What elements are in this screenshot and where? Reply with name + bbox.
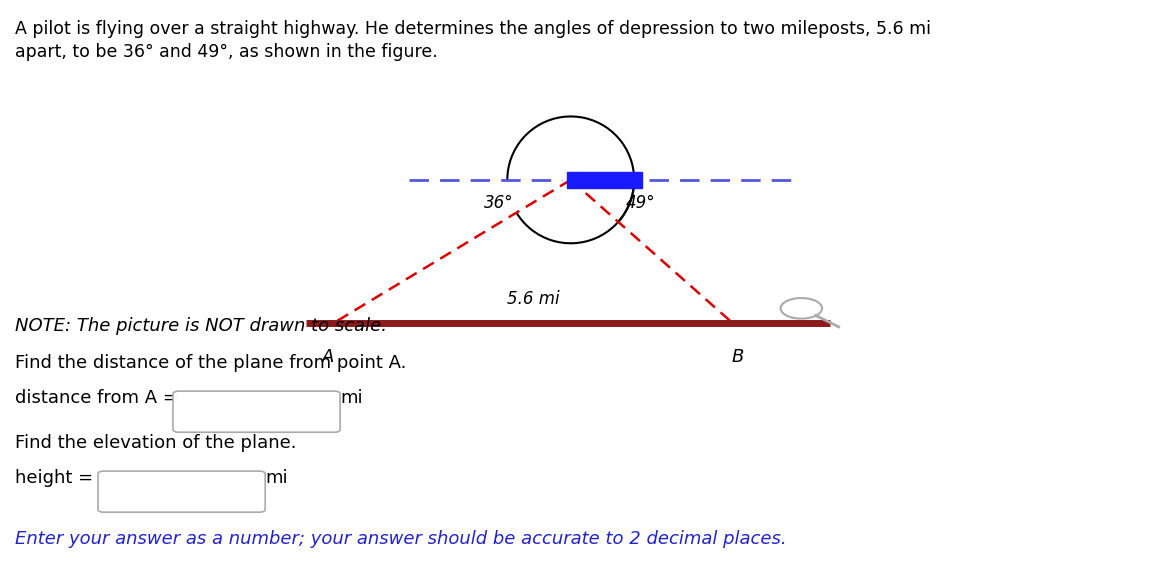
Text: apart, to be 36° and 49°, as shown in the figure.: apart, to be 36° and 49°, as shown in th… (15, 43, 438, 61)
Text: Find the elevation of the plane.: Find the elevation of the plane. (15, 434, 296, 452)
Text: B: B (732, 348, 744, 367)
Text: Find the distance of the plane from point A.: Find the distance of the plane from poin… (15, 354, 406, 372)
Text: A: A (323, 348, 334, 367)
Text: mi: mi (340, 389, 363, 408)
Text: A pilot is flying over a straight highway. He determines the angles of depressio: A pilot is flying over a straight highwa… (15, 20, 930, 38)
Text: 49°: 49° (626, 194, 656, 212)
Text: 5.6 mi: 5.6 mi (507, 290, 559, 308)
Text: 36°: 36° (484, 194, 514, 212)
Text: distance from A =: distance from A = (15, 389, 178, 408)
Text: height =: height = (15, 469, 93, 488)
Text: Enter your answer as a number; your answer should be accurate to 2 decimal place: Enter your answer as a number; your answ… (15, 530, 786, 548)
Text: mi: mi (265, 469, 288, 488)
Text: NOTE: The picture is NOT drawn to scale.: NOTE: The picture is NOT drawn to scale. (15, 317, 387, 335)
